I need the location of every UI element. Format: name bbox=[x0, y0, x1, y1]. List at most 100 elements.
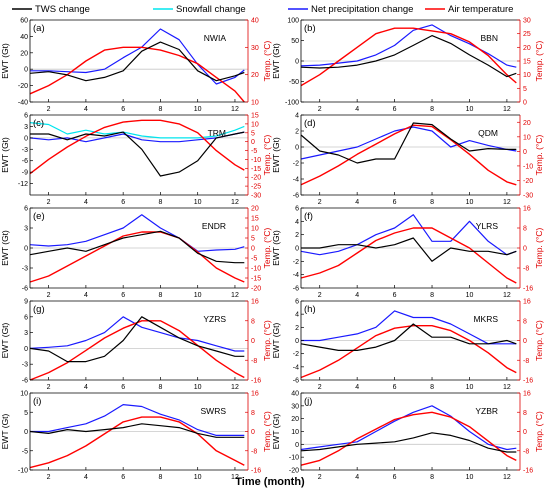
legend-label: TWS change bbox=[35, 4, 90, 15]
y2-tick-label: 40 bbox=[251, 18, 259, 25]
y-tick-label: 0 bbox=[295, 338, 299, 345]
panel-region-name: YLRS bbox=[476, 221, 499, 231]
legend-entry-tws: TWS change bbox=[12, 4, 90, 15]
panel-letter: (i) bbox=[33, 396, 41, 407]
series-line-temp bbox=[300, 227, 517, 284]
panel-ylrs: 2 4 6 8 10 12 -6 -4 -2 0 2 4 6 -16 -8 0 8 16 (f) YLRS EWT (G… bbox=[271, 206, 544, 300]
y2-axis-label: Temp. (°C) bbox=[534, 227, 544, 268]
y2-tick-label: -30 bbox=[523, 193, 533, 200]
x-tick-label: 6 bbox=[121, 106, 125, 113]
panel-region-name: BBN bbox=[481, 33, 498, 43]
y-tick-label: -4 bbox=[293, 364, 299, 371]
y-tick-label: -2 bbox=[293, 351, 299, 358]
x-tick-label: 12 bbox=[503, 106, 511, 113]
x-tick-label: 2 bbox=[47, 292, 51, 299]
x-tick-label: 8 bbox=[430, 292, 434, 299]
series-line-temp bbox=[29, 320, 245, 381]
x-tick-label: 10 bbox=[194, 106, 202, 113]
x-tick-label: 4 bbox=[355, 384, 359, 391]
y2-tick-label: 16 bbox=[251, 299, 259, 306]
x-tick-label: 8 bbox=[158, 384, 162, 391]
panel-nwia: 2 4 6 8 10 12 -40 -20 0 20 40 60 10 20 30 40 (a) NWIA EWT … bbox=[0, 18, 272, 114]
x-tick-label: 2 bbox=[318, 199, 322, 206]
x-tick-label: 6 bbox=[393, 199, 397, 206]
y-tick-label: -20 bbox=[18, 83, 28, 90]
y2-axis-label: Temp. (°C) bbox=[262, 411, 272, 452]
y2-tick-label: 10 bbox=[523, 134, 531, 141]
panel-letter: (d) bbox=[304, 118, 316, 129]
y-tick-label: -2 bbox=[293, 259, 299, 266]
y-tick-label: 5 bbox=[24, 410, 28, 417]
legend-label: Air temperature bbox=[448, 4, 513, 15]
x-tick-label: 8 bbox=[158, 106, 162, 113]
y-tick-label: 20 bbox=[20, 50, 28, 57]
y-tick-label: 0 bbox=[295, 145, 299, 152]
y2-tick-label: -15 bbox=[251, 276, 261, 283]
y-tick-label: 6 bbox=[295, 299, 299, 306]
series-line-tws bbox=[29, 41, 245, 82]
y-axis-label: EWT (Gt) bbox=[0, 413, 10, 449]
y2-tick-label: 5 bbox=[523, 86, 527, 93]
y2-tick-label: 20 bbox=[523, 120, 531, 127]
series-line-tws bbox=[301, 237, 517, 262]
y-tick-label: 4 bbox=[295, 312, 299, 319]
x-tick-label: 2 bbox=[47, 199, 51, 206]
x-tick-label: 10 bbox=[466, 292, 474, 299]
y2-tick-label: -20 bbox=[251, 286, 261, 293]
series-line-temp bbox=[29, 416, 245, 469]
series-line-temp bbox=[300, 27, 517, 87]
y-tick-label: -6 bbox=[22, 378, 28, 385]
y2-tick-label: -8 bbox=[251, 448, 257, 455]
y-tick-label: 40 bbox=[20, 34, 28, 41]
x-tick-label: 10 bbox=[194, 292, 202, 299]
x-tick-label: 8 bbox=[158, 474, 162, 481]
x-tick-label: 10 bbox=[466, 474, 474, 481]
y2-tick-label: -16 bbox=[251, 468, 261, 475]
x-tick-label: 2 bbox=[318, 292, 322, 299]
y-tick-label: -3 bbox=[22, 362, 28, 369]
x-tick-label: 4 bbox=[355, 474, 359, 481]
y-tick-label: -20 bbox=[289, 468, 299, 475]
y2-tick-label: 0 bbox=[251, 139, 255, 146]
y2-axis-label: Temp. (°C) bbox=[262, 134, 272, 175]
panel-swrs: 2 4 6 8 10 12 -10 -5 0 5 10 -16 -8 0 8 16 (i) SWRS EWT (Gt… bbox=[0, 391, 272, 482]
panel-region-name: MKRS bbox=[473, 314, 498, 324]
series-line-prec bbox=[300, 405, 517, 451]
series-line-tws bbox=[300, 35, 517, 78]
legend-label: Net precipitation change bbox=[311, 4, 413, 15]
series-line-prec bbox=[300, 24, 517, 68]
y2-tick-label: 8 bbox=[251, 410, 255, 417]
x-tick-label: 6 bbox=[121, 384, 125, 391]
y-tick-label: 6 bbox=[24, 113, 28, 120]
panel-letter: (a) bbox=[33, 23, 45, 34]
panel-letter: (f) bbox=[304, 211, 313, 222]
panel-region-name: SWRS bbox=[201, 406, 227, 416]
y2-tick-label: -5 bbox=[251, 148, 257, 155]
legend: TWS change Snowfall change Net precipitati… bbox=[12, 4, 513, 15]
y2-axis-label: Temp. (°C) bbox=[534, 40, 544, 81]
panel-letter: (h) bbox=[304, 304, 316, 315]
y-tick-label: -10 bbox=[289, 455, 299, 462]
y2-tick-label: 16 bbox=[523, 391, 531, 398]
y-tick-label: 0 bbox=[24, 67, 28, 74]
y-axis-label: EWT (Gt) bbox=[271, 413, 281, 449]
y2-tick-label: 10 bbox=[251, 121, 259, 128]
y2-axis-label: Temp. (°C) bbox=[262, 227, 272, 268]
y-tick-label: 6 bbox=[24, 314, 28, 321]
y2-tick-label: 15 bbox=[523, 59, 531, 66]
series-line-temp bbox=[300, 325, 517, 379]
y2-tick-label: 0 bbox=[523, 100, 527, 107]
x-tick-label: 12 bbox=[503, 474, 511, 481]
panels: 2 4 6 8 10 12-40-20020406010203040(a)NWIAEWT … bbox=[0, 18, 544, 482]
y-tick-label: -10 bbox=[18, 468, 28, 475]
series-line-tws bbox=[30, 131, 245, 177]
series-line-prec bbox=[29, 316, 245, 352]
series-line-prec bbox=[30, 404, 245, 436]
series-line-prec bbox=[300, 126, 517, 160]
y2-tick-label: -25 bbox=[251, 184, 261, 191]
legend-entry-prec: Net precipitation change bbox=[288, 4, 413, 15]
panel-endr: 2 4 6 8 10 12 -6 -3 0 3 6 -20 -15 -10 -5 0 5 10 15 20 (e) END… bbox=[0, 206, 272, 300]
x-tick-label: 4 bbox=[84, 106, 88, 113]
x-tick-label: 12 bbox=[231, 292, 239, 299]
y2-tick-label: 10 bbox=[251, 226, 259, 233]
